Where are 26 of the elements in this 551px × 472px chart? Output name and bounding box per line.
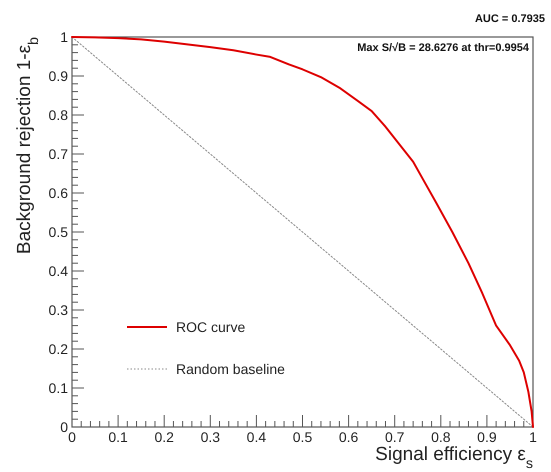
x-tick-label: 0.2 bbox=[154, 429, 174, 445]
y-tick-label: 0.6 bbox=[48, 185, 68, 201]
x-tick-label: 0.9 bbox=[477, 429, 497, 445]
x-tick-label: 1 bbox=[529, 429, 538, 445]
y-tick-label: 0.3 bbox=[48, 302, 68, 318]
x-tick-label: 0.6 bbox=[338, 429, 359, 445]
y-tick-label: 0.7 bbox=[48, 146, 68, 162]
x-tick-label: 0.4 bbox=[246, 429, 266, 445]
y-tick-label: 0.9 bbox=[48, 68, 68, 84]
y-tick-label: 0.8 bbox=[48, 107, 68, 123]
x-tick-label: 0.1 bbox=[108, 429, 128, 445]
x-tick-label: 0.5 bbox=[292, 429, 312, 445]
x-tick-label: 0.8 bbox=[431, 429, 451, 445]
legend-label: Random baseline bbox=[176, 361, 286, 377]
x-tick-label: 0.3 bbox=[200, 429, 220, 445]
text: AUC = 0.7935 bbox=[474, 13, 545, 25]
y-tick-label: 0.4 bbox=[48, 263, 68, 279]
y-tick-label: 0.1 bbox=[48, 380, 68, 396]
legend-label: ROC curve bbox=[176, 319, 246, 335]
y-tick-label: 1 bbox=[60, 29, 68, 45]
y-tick-label: 0.5 bbox=[48, 224, 68, 240]
y-tick-label: 0 bbox=[60, 419, 68, 435]
y-tick-label: 0.2 bbox=[48, 341, 68, 357]
x-tick-label: 0.7 bbox=[384, 429, 405, 445]
annotation: Max S/√B = 28.6276 at thr=0.9954 bbox=[357, 42, 530, 54]
x-axis-title: Signal efficiency ε$_{s}$ bbox=[375, 444, 533, 472]
